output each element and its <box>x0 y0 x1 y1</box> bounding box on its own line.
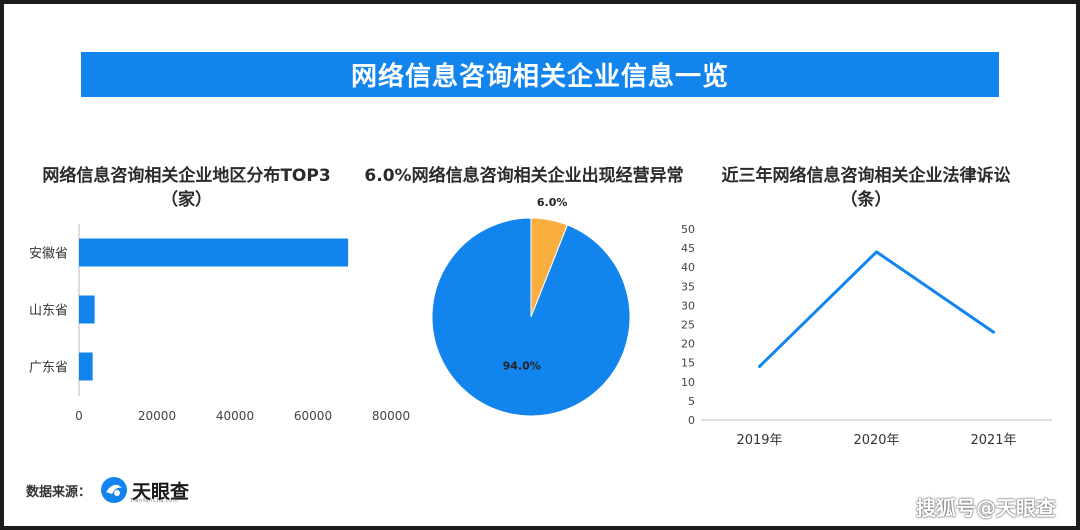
line-x-tick-label: 2020年 <box>853 433 899 448</box>
pie-slice-2 <box>431 217 631 417</box>
line-y-tick-label: 30 <box>681 299 695 312</box>
line-y-tick-label: 45 <box>681 242 695 255</box>
line-y-tick-label: 15 <box>681 357 695 370</box>
line-y-tick-label: 40 <box>681 261 695 274</box>
pie-slice-label: 6.0% <box>537 196 568 209</box>
data-source-label: 数据来源： <box>26 485 92 500</box>
tianyancha-logo: 天眼查 TianYanCha.com <box>100 476 189 504</box>
bar-x-tick-label: 20000 <box>138 409 176 423</box>
tianyancha-logo-icon <box>101 477 127 503</box>
line-chart-title-unit: （条） <box>840 190 892 210</box>
bar-chart-title: 网络信息咨询相关企业地区分布TOP3 （家） <box>24 164 349 212</box>
line-point <box>875 250 878 254</box>
line-point <box>758 365 761 369</box>
pie-slice-label: 94.0% <box>503 360 541 373</box>
brand-name: 天眼查 <box>132 480 190 503</box>
line-y-tick-label: 5 <box>688 395 695 408</box>
bar-2 <box>79 295 95 324</box>
line-chart: 0 5 10 15 20 25 30 35 40 45 50 2019年 2020年 2021年 <box>681 223 1052 448</box>
line-series <box>758 250 995 368</box>
bar-chart-title-unit: （家） <box>161 190 212 210</box>
line-y-tick-label: 20 <box>681 338 695 351</box>
line-y-tick-label: 50 <box>681 223 695 236</box>
brand-subtitle: TianYanCha.com <box>130 498 179 504</box>
bar-x-tick-label: 40000 <box>216 409 254 423</box>
line-x-tick-label: 2019年 <box>736 433 782 448</box>
pie-chart-title: 6.0%网络信息咨询相关企业出现经营异常 <box>364 166 684 186</box>
infographic-page: 网络信息咨询相关企业信息一览 网络信息咨询相关企业地区分布TOP3 （家） 安徽… <box>4 4 1076 526</box>
pie-chart: 6.0% 94.0% <box>431 196 631 417</box>
line-chart-title: 近三年网络信息咨询相关企业法律诉讼 （条） <box>696 164 1036 212</box>
line-point <box>992 330 995 334</box>
bar-category-label: 安徽省 <box>29 247 68 262</box>
bar-3 <box>79 352 93 381</box>
line-y-tick-label: 0 <box>688 414 695 427</box>
line-chart-title-text: 近三年网络信息咨询相关企业法律诉讼 <box>721 166 1011 186</box>
bar-x-tick-label: 60000 <box>294 409 332 423</box>
bar-1 <box>79 238 349 267</box>
line-x-tick-label: 2021年 <box>970 433 1016 448</box>
line-y-tick-label: 10 <box>681 376 695 389</box>
bar-category-label: 山东省 <box>29 304 68 319</box>
bar-category-label: 广东省 <box>29 361 68 376</box>
line-y-tick-label: 25 <box>681 319 695 332</box>
bar-x-tick-label: 80000 <box>372 409 410 423</box>
watermark: 搜狐号@天眼查 <box>916 496 1056 520</box>
bar-chart-title-text: 网络信息咨询相关企业地区分布TOP3 <box>42 166 331 186</box>
bar-x-tick-label: 0 <box>75 409 83 423</box>
line-y-tick-label: 35 <box>681 280 695 293</box>
banner-title: 网络信息咨询相关企业信息一览 <box>81 52 999 97</box>
